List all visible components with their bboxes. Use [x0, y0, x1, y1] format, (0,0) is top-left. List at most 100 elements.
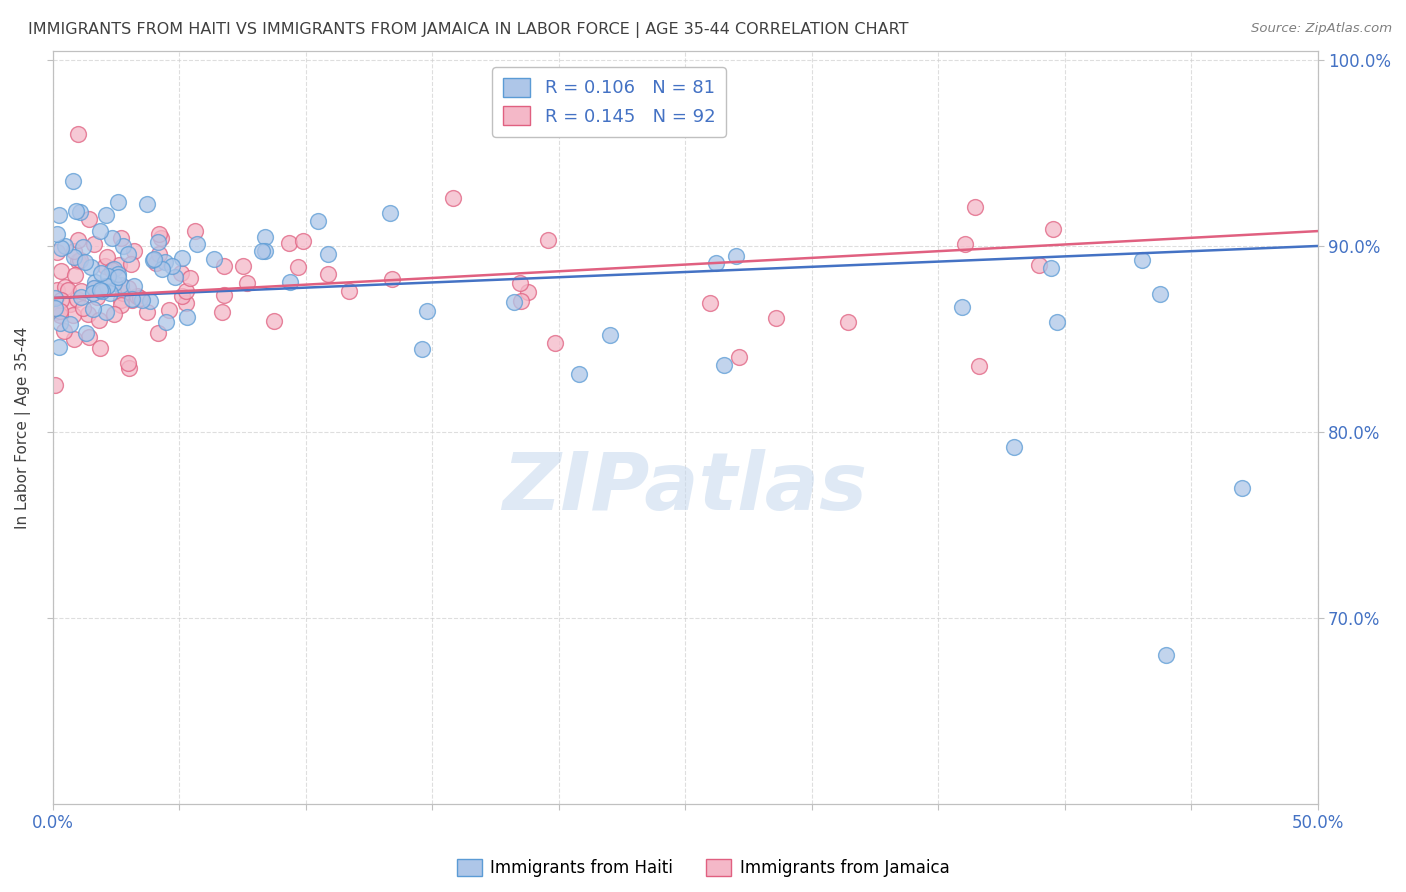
Immigrants from Jamaica — [53, 325, 76, 339]
Immigrants from Jamaica — [122, 244, 145, 258]
Immigrants from Haiti — [411, 342, 433, 356]
Immigrants from Haiti — [110, 278, 132, 293]
Immigrants from Haiti — [1230, 481, 1253, 495]
Immigrants from Jamaica — [287, 260, 309, 274]
Immigrants from Jamaica — [96, 250, 118, 264]
Immigrants from Jamaica — [765, 310, 787, 325]
Immigrants from Haiti — [59, 318, 82, 332]
Immigrants from Haiti — [155, 315, 177, 329]
Immigrants from Jamaica — [212, 259, 235, 273]
Immigrants from Haiti — [96, 278, 118, 293]
Immigrants from Haiti — [80, 260, 103, 275]
Immigrants from Haiti — [1046, 315, 1069, 329]
Immigrants from Jamaica — [150, 231, 173, 245]
Immigrants from Haiti — [103, 262, 125, 277]
Immigrants from Haiti — [139, 294, 162, 309]
Immigrants from Haiti — [1039, 260, 1062, 275]
Immigrants from Haiti — [107, 268, 129, 282]
Immigrants from Haiti — [704, 255, 727, 269]
Immigrants from Jamaica — [127, 289, 149, 303]
Immigrants from Jamaica — [77, 212, 100, 227]
Immigrants from Jamaica — [232, 260, 254, 274]
Immigrants from Jamaica — [46, 245, 69, 260]
Immigrants from Haiti — [93, 279, 115, 293]
Immigrants from Jamaica — [103, 307, 125, 321]
Immigrants from Jamaica — [69, 284, 91, 298]
Immigrants from Haiti — [502, 294, 524, 309]
Immigrants from Jamaica — [212, 288, 235, 302]
Immigrants from Haiti — [62, 250, 84, 264]
Immigrants from Jamaica — [62, 308, 84, 322]
Immigrants from Jamaica — [174, 285, 197, 299]
Immigrants from Haiti — [82, 302, 104, 317]
Immigrants from Haiti — [48, 316, 70, 330]
Immigrants from Haiti — [89, 283, 111, 297]
Immigrants from Jamaica — [174, 296, 197, 310]
Immigrants from Jamaica — [76, 307, 98, 321]
Immigrants from Haiti — [111, 239, 134, 253]
Immigrants from Haiti — [724, 249, 747, 263]
Immigrants from Haiti — [101, 231, 124, 245]
Immigrants from Jamaica — [118, 361, 141, 376]
Immigrants from Jamaica — [148, 227, 170, 241]
Immigrants from Jamaica — [107, 258, 129, 272]
Immigrants from Haiti — [69, 205, 91, 219]
Immigrants from Haiti — [176, 310, 198, 324]
Immigrants from Jamaica — [117, 281, 139, 295]
Immigrants from Haiti — [150, 261, 173, 276]
Immigrants from Haiti — [713, 358, 735, 372]
Immigrants from Jamaica — [46, 283, 69, 297]
Immigrants from Haiti — [121, 292, 143, 306]
Immigrants from Jamaica — [516, 285, 538, 299]
Immigrants from Jamaica — [172, 289, 194, 303]
Immigrants from Jamaica — [86, 290, 108, 304]
Immigrants from Jamaica — [58, 283, 80, 297]
Immigrants from Haiti — [83, 281, 105, 295]
Immigrants from Haiti — [1132, 253, 1154, 268]
Immigrants from Haiti — [568, 367, 591, 381]
Text: ZIPatlas: ZIPatlas — [502, 449, 868, 526]
Immigrants from Haiti — [153, 254, 176, 268]
Immigrants from Jamaica — [101, 263, 124, 277]
Immigrants from Haiti — [278, 275, 301, 289]
Immigrants from Haiti — [94, 209, 117, 223]
Immigrants from Haiti — [70, 290, 93, 304]
Immigrants from Jamaica — [77, 330, 100, 344]
Legend: Immigrants from Haiti, Immigrants from Jamaica: Immigrants from Haiti, Immigrants from J… — [450, 852, 956, 884]
Immigrants from Jamaica — [316, 268, 339, 282]
Immigrants from Jamaica — [89, 341, 111, 355]
Immigrants from Jamaica — [120, 257, 142, 271]
Immigrants from Haiti — [146, 235, 169, 249]
Immigrants from Jamaica — [136, 305, 159, 319]
Immigrants from Haiti — [186, 236, 208, 251]
Immigrants from Haiti — [1149, 286, 1171, 301]
Immigrants from Haiti — [117, 247, 139, 261]
Immigrants from Jamaica — [157, 302, 180, 317]
Immigrants from Jamaica — [94, 260, 117, 274]
Immigrants from Haiti — [160, 260, 183, 274]
Immigrants from Jamaica — [536, 233, 558, 247]
Immigrants from Haiti — [89, 224, 111, 238]
Immigrants from Haiti — [1154, 648, 1177, 663]
Immigrants from Haiti — [97, 269, 120, 284]
Immigrants from Jamaica — [110, 293, 132, 307]
Immigrants from Haiti — [136, 196, 159, 211]
Immigrants from Jamaica — [1028, 258, 1050, 272]
Immigrants from Jamaica — [59, 296, 82, 310]
Immigrants from Haiti — [202, 252, 225, 266]
Immigrants from Haiti — [172, 251, 194, 265]
Immigrants from Haiti — [143, 252, 166, 266]
Immigrants from Jamaica — [49, 308, 72, 322]
Immigrants from Haiti — [94, 304, 117, 318]
Immigrants from Jamaica — [72, 301, 94, 315]
Immigrants from Jamaica — [49, 304, 72, 318]
Immigrants from Jamaica — [44, 378, 66, 392]
Immigrants from Jamaica — [66, 128, 89, 142]
Immigrants from Jamaica — [110, 231, 132, 245]
Immigrants from Haiti — [75, 255, 97, 269]
Immigrants from Haiti — [49, 241, 72, 255]
Immigrants from Haiti — [46, 227, 69, 242]
Immigrants from Haiti — [307, 214, 329, 228]
Immigrants from Jamaica — [67, 233, 90, 247]
Immigrants from Haiti — [952, 300, 974, 314]
